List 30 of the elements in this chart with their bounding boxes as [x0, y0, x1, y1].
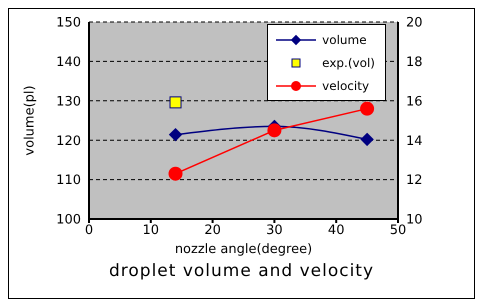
- y2-tick-label: 14: [406, 134, 423, 149]
- y-tick-label: 150: [56, 16, 81, 31]
- x-tick-label: 40: [328, 223, 344, 238]
- point: [360, 132, 374, 146]
- point: [360, 102, 374, 116]
- text: droplet volume and velocity: [108, 261, 376, 281]
- y2-tick-label: 16: [406, 94, 423, 110]
- y-tick-label: 140: [56, 55, 81, 70]
- x-tick-label: 0: [84, 223, 94, 238]
- x-axis-title: nozzle angle(degree): [174, 242, 312, 257]
- y2-tick-label: 10: [406, 212, 423, 228]
- x-tick-label: 10: [142, 223, 160, 238]
- y-axis-title: volume(pl): [22, 85, 38, 156]
- y2-tick-label: 12: [406, 173, 423, 188]
- legend-label: velocity: [322, 78, 370, 92]
- y-tick-label: 130: [56, 94, 81, 110]
- y-tick-label: 100: [56, 212, 81, 228]
- legend-label: exp.(vol): [322, 56, 375, 70]
- y2-tick-label: 18: [406, 55, 423, 70]
- point: [267, 123, 282, 138]
- point: [170, 96, 182, 108]
- y-tick-label: 120: [56, 134, 81, 149]
- x-tick-label: 30: [266, 223, 283, 238]
- legend-label: volume: [322, 32, 367, 46]
- y-tick-label: 110: [56, 173, 81, 188]
- point: [168, 166, 183, 181]
- x-tick-label: 50: [390, 223, 406, 238]
- point: [169, 128, 182, 142]
- y2-tick-label: 20: [406, 16, 423, 31]
- x-tick-label: 20: [204, 223, 221, 238]
